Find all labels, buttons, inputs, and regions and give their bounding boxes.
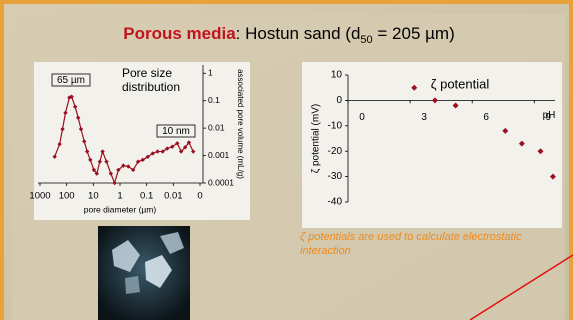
x-tick-label: 1000: [29, 191, 50, 202]
y-tick-label: -40: [328, 197, 343, 208]
chart-title: Pore size distribution: [122, 66, 202, 94]
y-tick-label: 0.01: [208, 122, 225, 132]
y-tick-label: 0.1: [208, 95, 220, 105]
annotation: 65 µm: [57, 75, 85, 86]
x-tick-label: 3: [421, 112, 427, 123]
y-tick-label: 0: [336, 95, 342, 106]
y-axis-label: associated pore volume (mL/g): [236, 69, 245, 179]
caption: ζ potentials are used to calculate elect…: [300, 230, 560, 258]
x-tick-label: 0: [359, 112, 365, 123]
sand-grain: [125, 276, 140, 294]
x-tick-label: 0.1: [140, 191, 153, 202]
x-tick-label: 0.01: [164, 191, 183, 202]
annotation: 10 nm: [162, 126, 190, 137]
y-tick-label: 10: [331, 70, 343, 81]
slide-title: Porous media: Hostun sand (d50 = 205 µm): [123, 24, 455, 45]
x-tick-label: 1: [117, 191, 122, 202]
chart-canvas: Porous media: Hostun sand (d50 = 205 µm)…: [0, 0, 573, 320]
x-tick-label: 10: [88, 191, 99, 202]
y-tick-label: 0.001: [208, 150, 230, 160]
x-tick-label: 100: [59, 191, 75, 202]
y-tick-label: 0.0001: [208, 177, 234, 187]
x-tick-label: 0: [197, 191, 202, 202]
y-tick-label: -10: [328, 120, 343, 131]
x-tick-label: 6: [483, 112, 489, 123]
chart-title: ζ potential: [431, 76, 490, 91]
x-axis-label: pore diameter (µm): [84, 204, 157, 214]
y-tick-label: 1: [208, 68, 213, 78]
y-tick-label: -30: [328, 171, 343, 182]
y-tick-label: -20: [328, 146, 343, 157]
slide: Porous media: Hostun sand (d50 = 205 µm)…: [0, 0, 573, 320]
x-axis-label: pH: [543, 110, 556, 121]
y-axis-label: ζ potential (mV): [311, 104, 322, 173]
